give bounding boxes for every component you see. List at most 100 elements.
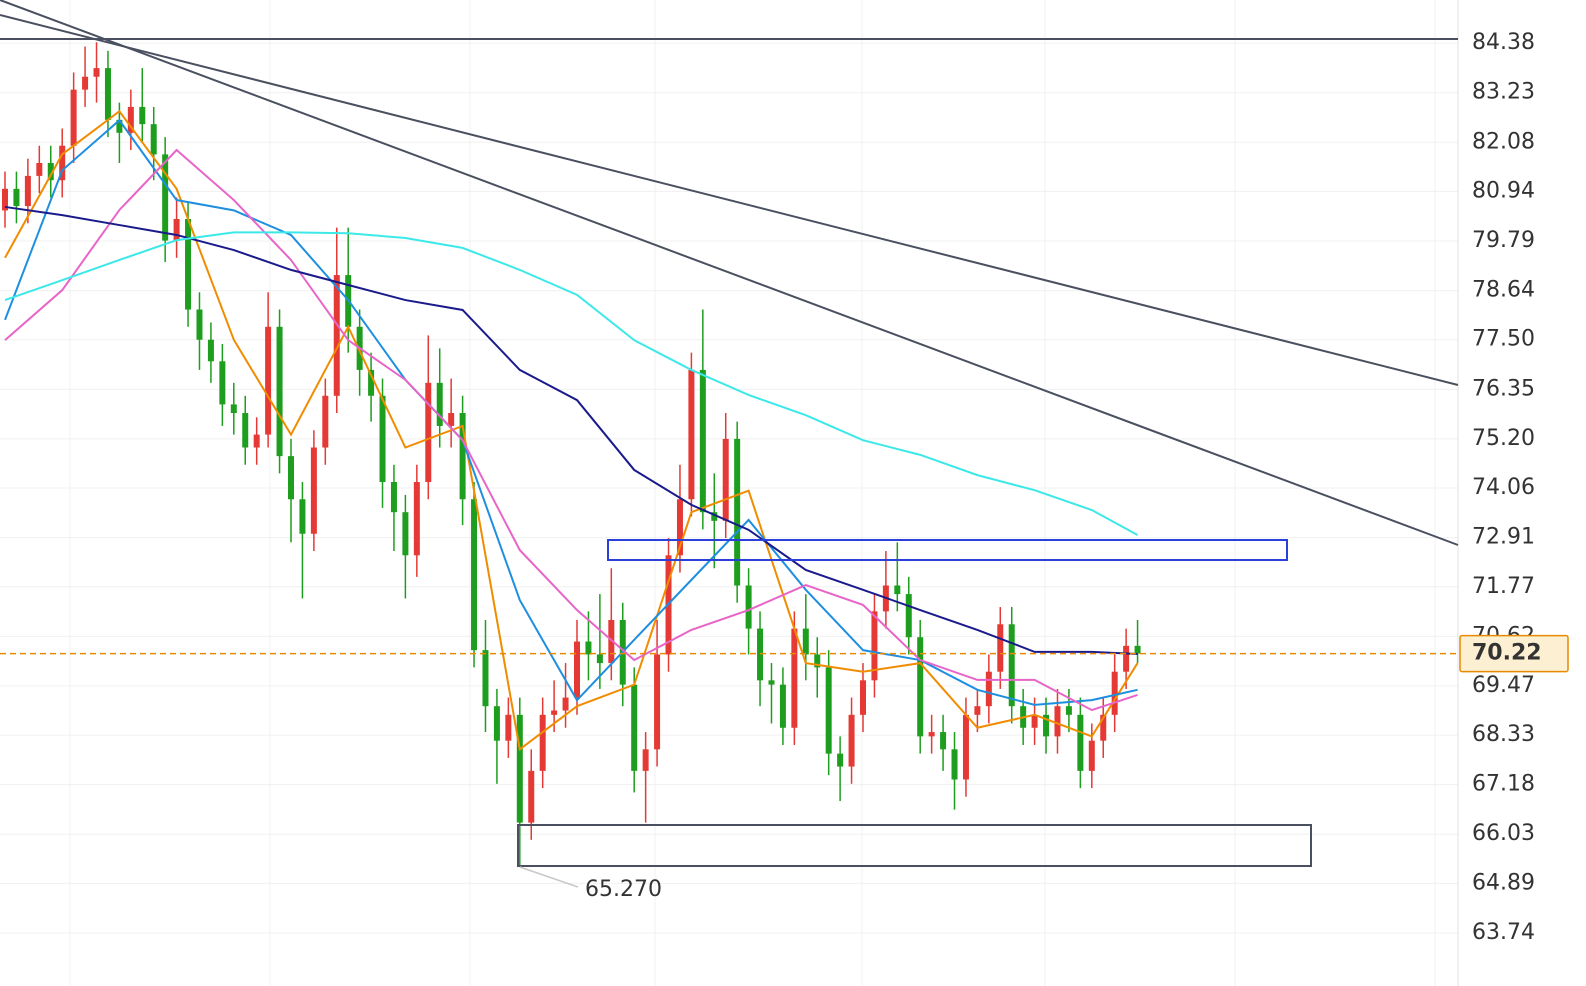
trend-line [0,0,1459,546]
drawings [0,0,1459,867]
candle-body [814,654,821,668]
candle-body [837,753,844,767]
candle-body [70,89,77,146]
candle-body [185,219,192,310]
candle-body [242,413,249,448]
y-tick-label: 75.20 [1472,426,1535,451]
candle-body [985,671,992,707]
candle-body [528,770,535,823]
candle-body [2,188,8,211]
candle-body [276,326,283,457]
candle-body [608,619,615,664]
candle-body [551,710,558,715]
candle-body [1134,645,1141,654]
candle-body [642,749,649,771]
y-tick-label: 72.91 [1472,525,1535,550]
candle-body [711,512,718,521]
y-tick-label: 74.06 [1472,475,1535,500]
candle-body [368,369,375,396]
candle-body [802,628,809,655]
y-tick-label: 84.38 [1472,30,1535,55]
candle-body [253,434,260,448]
candle-body [1123,645,1130,672]
candle-body [917,637,924,737]
y-tick-label: 76.35 [1472,376,1535,401]
resistance-box [607,539,1288,561]
candle-body [1065,706,1072,715]
candle-body [1054,706,1061,737]
y-tick-label: 66.03 [1472,821,1535,846]
candle-body [47,162,54,181]
candle-body [825,667,832,754]
candle-body [322,395,329,448]
candle-body [688,369,695,500]
candle-body [1008,624,1015,707]
candle-body [699,369,706,513]
candle-body [219,361,226,405]
candle-body [722,438,729,521]
y-tick-label: 80.94 [1472,178,1535,203]
candle-body [574,641,580,698]
candle-body [104,68,111,120]
candle-body [871,611,878,681]
y-tick-label: 82.08 [1472,129,1535,154]
candle-body [974,706,981,715]
overlay: 84.38 83.23 82.08 80.94 79.79 78.64 77.50 76.35… [0,30,1569,945]
candle-body [402,512,409,556]
candles [2,42,1141,868]
candle-body [1077,714,1084,771]
candle-body [1031,714,1038,728]
moving-average [4,205,1138,656]
candle-body [379,395,386,483]
candle-body [493,706,500,741]
candle-body [791,628,798,728]
candle-body [299,499,306,534]
candle-body [585,641,592,655]
candle-body [196,309,203,340]
candle-body [654,654,661,750]
candle-body [333,275,340,396]
moving-average [4,148,1138,712]
y-tick-label: 67.18 [1472,772,1535,797]
candle-body [162,154,169,241]
candle-body [734,438,741,586]
candle-body [905,594,912,638]
candle-body [288,456,294,500]
candle-body [848,714,855,767]
candle-body [757,628,764,681]
candle-body [310,447,317,534]
candle-body [962,714,969,780]
candle-body [997,624,1004,672]
trend-line [0,14,1459,386]
y-tick-label: 83.23 [1472,80,1535,105]
candle-body [676,499,683,556]
candle-body [471,499,478,651]
candle-body [36,162,43,176]
moving-averages [4,109,1139,752]
candle-body [116,119,123,133]
candle-body [436,382,443,426]
candle-body [1100,714,1107,741]
y-tick-label: 71.77 [1472,574,1535,599]
candle-body [59,145,66,181]
candle-body [1043,714,1050,737]
candle-body [173,219,180,241]
candle-body [139,106,146,125]
y-tick-label: 64.89 [1472,870,1535,895]
candle-body [928,732,935,737]
candle-body [207,339,214,362]
candle-body [745,585,752,629]
y-tick-label: 63.74 [1472,920,1535,945]
low-leader [519,866,579,888]
candle-body [413,482,420,556]
candle-body [631,684,638,771]
last-price-box [1459,634,1569,673]
candle-body [1088,740,1095,771]
y-tick-label: 78.64 [1472,278,1535,303]
y-tick-label: 69.47 [1472,673,1535,698]
moving-average [4,118,1138,706]
candle-body [390,482,397,513]
candle-body [779,684,786,728]
candle-body [505,714,512,741]
